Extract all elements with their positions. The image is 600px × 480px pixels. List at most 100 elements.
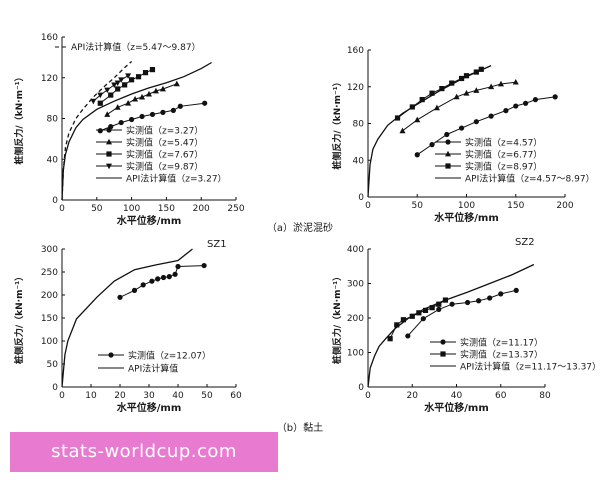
data-point (173, 80, 180, 87)
watermark-banner: stats-worldcup.com (10, 432, 278, 472)
data-point (449, 301, 455, 307)
data-point (202, 100, 208, 106)
data-point (464, 299, 471, 306)
legend-entry: 实测值（z=13.37） (430, 349, 543, 361)
y-tick-label-200: 200 (347, 314, 364, 324)
legend-label: 实测值（z=11.17） (460, 337, 543, 349)
data-point (463, 73, 470, 79)
data-point (422, 307, 429, 314)
data-point (394, 322, 400, 328)
series-z-11.17 (405, 287, 519, 339)
series-api-z-5.47-9.87 (61, 61, 133, 201)
legend-marker (445, 150, 451, 157)
data-point (405, 333, 411, 339)
data-point (201, 262, 207, 269)
legend-entry: 实测值（z=5.47） (96, 137, 203, 149)
series-z-3.27 (97, 100, 208, 134)
x-tick-label-0: 0 (365, 201, 371, 211)
panel-title: SZ2 (515, 237, 535, 248)
data-point (449, 80, 455, 86)
series-z-12.07 (117, 262, 207, 300)
y-tick-label-0: 0 (52, 196, 58, 206)
data-point (473, 87, 480, 93)
data-point (498, 291, 504, 297)
data-point (473, 119, 479, 125)
data-point (139, 113, 145, 120)
annotation-label: API法计算值（z=5.47～9.87） (71, 41, 201, 53)
data-point (118, 119, 124, 126)
x-tick-label-40: 40 (451, 391, 463, 401)
series-api-z-3.27 (61, 61, 212, 201)
annotation: API法计算值（z=5.47～9.87） (55, 41, 201, 53)
data-point (387, 336, 393, 342)
data-point (132, 95, 139, 102)
data-point (104, 111, 111, 117)
data-point (149, 278, 155, 284)
x-tick-label-0: 0 (59, 391, 65, 401)
data-point (90, 98, 97, 105)
chart-panel-a-left: 0 50 100 150 200 250 0 40 80 120 160 水平位移/mm 桩侧反力/（k… (13, 33, 245, 227)
data-point (146, 90, 152, 97)
legend-marker (108, 352, 114, 358)
data-point (129, 116, 135, 123)
x-tick-label-150: 150 (507, 201, 524, 211)
legend-marker (445, 163, 451, 169)
x-axis-label: 水平位移/mm (433, 211, 499, 224)
data-point (155, 276, 161, 282)
data-point (140, 282, 146, 288)
x-tick-label-50: 50 (412, 201, 424, 211)
data-point (175, 263, 181, 270)
legend-label: API法计算值（z=3.27） (126, 173, 227, 185)
y-tick-label-40: 40 (47, 155, 59, 165)
data-point (512, 78, 519, 85)
legend-entry: 实测值（z=3.27） (96, 125, 203, 137)
x-tick-label-20: 20 (407, 391, 419, 401)
x-tick-label-60: 60 (495, 391, 507, 401)
series-api (61, 248, 193, 388)
legend-entry: 实测值（z=9.87） (96, 161, 203, 173)
legend-label: API法计算值 (128, 363, 178, 375)
data-point (436, 306, 442, 312)
y-tick-label-250: 250 (41, 268, 58, 278)
data-point (142, 70, 149, 76)
y-tick-label-300: 300 (347, 280, 364, 290)
data-point (131, 287, 138, 293)
data-point (135, 74, 142, 80)
y-tick-label-300: 300 (41, 245, 58, 255)
x-tick-label-40: 40 (172, 391, 184, 401)
caption-a: （a）淤泥混砂 (267, 221, 333, 234)
series-api-z-4.57-8.97 (367, 65, 492, 198)
legend-entry: API法计算值（z=4.57～8.97） (435, 173, 595, 185)
y-tick-label-150: 150 (41, 314, 58, 324)
data-point (111, 82, 118, 89)
legend-marker (106, 163, 112, 170)
data-point (453, 93, 460, 100)
data-point (125, 100, 132, 106)
data-point (177, 103, 183, 109)
data-point (444, 131, 450, 138)
data-point (122, 82, 128, 88)
legend-label: 实测值（z=3.27） (126, 125, 203, 137)
legend-marker (106, 127, 112, 133)
x-tick-label-200: 200 (556, 201, 573, 211)
y-axis-label: 桩侧反力/（kN·m⁻¹） (13, 72, 25, 164)
legend-label: 实测值（z=5.47） (126, 137, 203, 149)
data-point (463, 89, 470, 96)
data-point (429, 142, 435, 148)
data-point (97, 100, 103, 106)
y-tick-label-50: 50 (47, 360, 59, 370)
data-point (125, 73, 132, 79)
chart-panel-a-right: 0 50 100 150 200 0 40 80 120 160 水平位移/mm 桩侧反力/（kN·m… (331, 46, 595, 224)
x-tick-label-10: 10 (85, 391, 97, 401)
x-tick-label-60: 60 (230, 391, 242, 401)
y-tick-label-0: 0 (358, 193, 364, 203)
data-point (458, 125, 465, 131)
data-point (108, 92, 114, 98)
x-tick-label-100: 100 (123, 204, 140, 214)
x-tick-label-200: 200 (193, 204, 210, 214)
data-point (476, 298, 482, 304)
data-point (399, 127, 406, 134)
legend-marker (106, 138, 112, 145)
chart-panel-b-right: 0 20 40 60 80 0 100 200 300 400 水平位移/mm 桩侧反力/（kN·m⁻… (331, 237, 600, 414)
data-point (429, 90, 435, 96)
